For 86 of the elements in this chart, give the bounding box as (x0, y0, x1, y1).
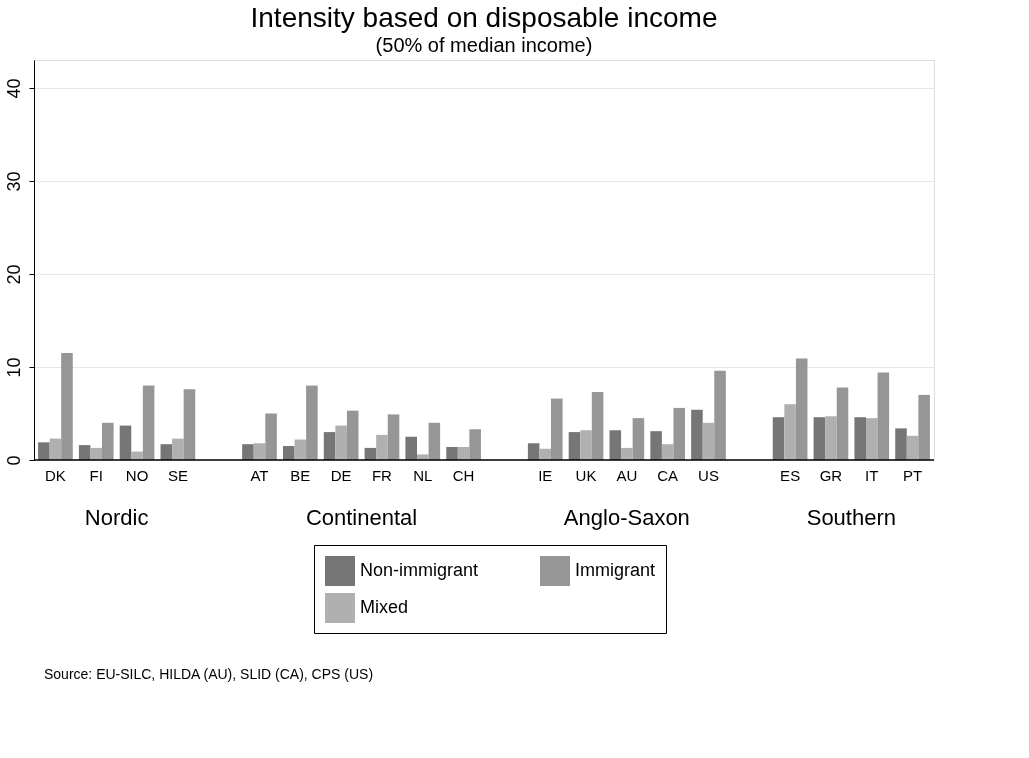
bar (661, 444, 674, 460)
bar (702, 422, 715, 460)
bar (568, 432, 581, 460)
bar (632, 418, 645, 460)
bar (650, 431, 662, 460)
bar (38, 442, 50, 460)
bar (795, 358, 808, 460)
x-tick-label: AU (616, 466, 638, 484)
x-tick-label: SE (167, 466, 188, 484)
chart-title: Intensity based on disposable income (250, 2, 718, 33)
bar (405, 436, 417, 460)
chart-subtitle: (50% of median income) (375, 34, 593, 56)
bar (621, 447, 633, 460)
y-tick-label: 20 (3, 264, 24, 285)
x-tick-label: CA (657, 466, 679, 484)
y-tick-label: 40 (3, 78, 24, 99)
x-tick-label: AT (250, 466, 269, 484)
legend-label: Immigrant (575, 560, 656, 580)
bar (877, 372, 890, 460)
text: Continental (305, 505, 418, 530)
legend-label: Mixed (360, 597, 409, 617)
bar (551, 398, 563, 460)
bar (469, 429, 481, 460)
bar (813, 417, 826, 460)
bar (906, 435, 919, 460)
bar (78, 445, 91, 460)
bar (282, 446, 295, 460)
y-tick-label: 0 (3, 455, 24, 466)
x-tick-label: GR (819, 466, 843, 484)
x-tick-label: PT (902, 466, 923, 484)
bar (918, 394, 930, 460)
x-tick-label: UK (575, 466, 597, 484)
bar (446, 446, 458, 460)
bar (335, 425, 347, 460)
x-tick-label: IT (865, 466, 879, 484)
text: Southern (806, 505, 896, 530)
text: Anglo-Saxon (563, 505, 690, 530)
bar (784, 404, 796, 460)
text: Nordic (84, 505, 149, 530)
bar (265, 413, 277, 460)
bar (387, 414, 400, 460)
bar (428, 422, 441, 460)
x-tick-label: NL (413, 466, 433, 484)
x-tick-label: DK (45, 466, 66, 484)
bar (102, 422, 114, 460)
bar (527, 443, 540, 460)
bar (172, 438, 184, 460)
bar (119, 425, 132, 460)
bar (673, 407, 686, 460)
x-tick-label: FR (371, 466, 393, 484)
bar (416, 454, 429, 460)
x-tick-label: US (698, 466, 719, 484)
x-tick-label: IE (538, 466, 553, 484)
x-tick-label: DE (330, 466, 352, 484)
bar (895, 428, 907, 460)
bar (580, 430, 592, 460)
bar (306, 385, 318, 460)
bar (61, 353, 73, 460)
bar (714, 370, 726, 460)
bar (183, 389, 196, 460)
bar (609, 430, 622, 460)
bar (539, 448, 552, 460)
x-tick-label: FI (89, 466, 103, 484)
x-tick-label: ES (780, 466, 801, 484)
source-note: Source: EU-SILC, HILDA (AU), SLID (CA), CPS (US) (44, 666, 374, 682)
bar (865, 418, 878, 460)
bar (323, 432, 336, 460)
bar (90, 447, 103, 460)
bar (825, 416, 837, 460)
x-tick-label: BE (290, 466, 311, 484)
bar (691, 409, 703, 460)
bar (142, 385, 155, 460)
y-tick-label: 30 (3, 171, 24, 192)
bar (160, 444, 173, 460)
y-tick-label: 10 (3, 357, 24, 378)
bar (242, 444, 254, 460)
bar (836, 387, 849, 460)
bar (376, 434, 388, 460)
bar (854, 417, 866, 460)
legend-label: Non-immigrant (360, 560, 479, 580)
bar (591, 392, 604, 460)
x-tick-label: NO (125, 466, 149, 484)
bar (772, 417, 785, 460)
bar (253, 443, 266, 460)
x-tick-label: CH (452, 466, 475, 484)
bar (346, 410, 359, 460)
